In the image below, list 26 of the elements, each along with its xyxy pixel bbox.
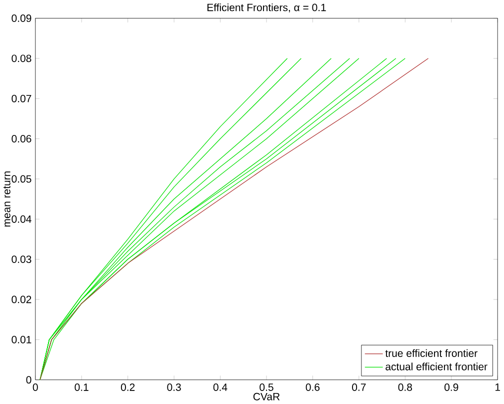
- x-tick-label: 0.8: [398, 384, 412, 392]
- y-tick-label: 0.02: [12, 296, 32, 304]
- y-tick-label: 0.04: [12, 215, 32, 223]
- x-tick-label: 0.7: [352, 384, 366, 392]
- y-tick-label: 0: [26, 376, 32, 384]
- x-tick-label: 1: [495, 384, 500, 391]
- x-tick-label: 0.2: [120, 384, 135, 392]
- x-tick-label: 0.1: [74, 384, 88, 392]
- x-tick-label: 0: [32, 384, 38, 392]
- chart-title: Efficient Frontiers, α = 0.1: [207, 4, 326, 13]
- y-tick-label: 0.03: [12, 256, 32, 264]
- y-tick-label: 0.01: [12, 336, 32, 344]
- x-axis-title: CVaR: [253, 392, 280, 400]
- y-tick-label: 0.09: [12, 14, 32, 22]
- x-tick-label: 0.9: [444, 384, 458, 392]
- x-tick-label: 0.3: [167, 384, 181, 392]
- y-tick-label: 0.07: [12, 94, 32, 102]
- y-tick-label: 0.06: [12, 135, 32, 143]
- x-tick-label: 0.5: [260, 384, 274, 392]
- x-tick-label: 0.6: [306, 384, 320, 392]
- y-axis-title: mean return: [3, 172, 10, 227]
- legend-label: true efficient frontier: [385, 349, 478, 358]
- y-tick-label: 0.08: [12, 54, 32, 62]
- legend-label: actual efficient frontier: [386, 362, 488, 370]
- x-tick-label: 0.4: [213, 384, 228, 392]
- y-tick-label: 0.05: [12, 175, 32, 183]
